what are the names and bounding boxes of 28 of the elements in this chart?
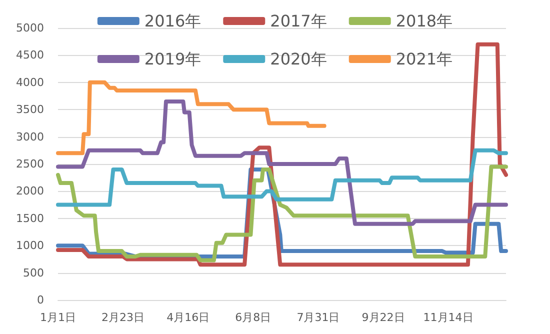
y-tick-label: 1500 <box>16 212 44 225</box>
legend-label: 2021年 <box>396 50 453 68</box>
x-tick-label: 1月1日 <box>40 311 76 324</box>
x-tick-label: 11月14日 <box>423 311 474 324</box>
legend-label: 2019年 <box>144 50 202 68</box>
x-tick-label: 7月31日 <box>296 311 340 324</box>
y-tick-label: 3000 <box>16 130 44 144</box>
line-series <box>56 80 326 156</box>
legend-label: 2017年 <box>270 12 327 30</box>
x-tick-label: 9月22日 <box>362 311 405 324</box>
y-tick-label: 5000 <box>16 22 44 34</box>
x-tick-label: 2月23日 <box>102 311 145 324</box>
x-tick-label: 6月8日 <box>235 311 272 324</box>
x-tick-label: 4月16日 <box>166 311 210 324</box>
y-tick-label: 500 <box>23 266 44 280</box>
legend-label: 2020年 <box>270 50 327 68</box>
y-tick-label: 3500 <box>16 103 44 116</box>
y-tick-label: 4000 <box>16 76 44 89</box>
legend-label: 2018年 <box>396 12 453 30</box>
line-series <box>56 148 508 207</box>
legend-label: 2016年 <box>144 12 202 30</box>
y-tick-label: 1000 <box>16 239 44 252</box>
line-series <box>56 99 508 226</box>
line-series <box>56 42 508 267</box>
y-tick-label: 2000 <box>16 184 44 198</box>
y-tick-label: 2500 <box>16 158 44 170</box>
y-tick-label: 4500 <box>16 48 44 62</box>
y-tick-label: 0 <box>37 294 44 306</box>
